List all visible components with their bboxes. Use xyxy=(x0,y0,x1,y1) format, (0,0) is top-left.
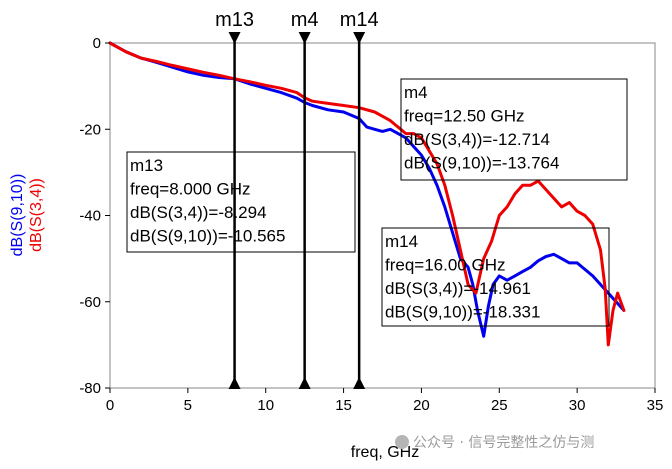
readout-line: dB(S(9,10))=-10.565 xyxy=(130,227,285,246)
marker-bottom-triangle[interactable] xyxy=(298,377,311,389)
readout-line: m13 xyxy=(130,156,163,175)
x-tick-label: 35 xyxy=(647,397,664,414)
y-tick-label: 0 xyxy=(93,35,101,52)
watermark: 公众号 · 信号完整性之仿与测 xyxy=(395,432,594,452)
x-tick-label: 20 xyxy=(413,397,430,414)
readout-line: freq=8.000 GHz xyxy=(130,180,251,199)
readout-frame xyxy=(400,78,628,181)
x-tick-label: 25 xyxy=(491,397,508,414)
marker-bottom-triangle[interactable] xyxy=(353,377,366,389)
readout-line: freq=16.00 GHz xyxy=(385,256,506,275)
x-tick-label: 5 xyxy=(184,397,192,414)
marker-label-m13: m13 xyxy=(215,9,254,31)
readout-box-m14[interactable]: m14 freq=16.00 GHz dB(S(3,4))=-14.961 dB(S(… xyxy=(381,227,610,327)
marker-top-triangle[interactable] xyxy=(353,32,366,44)
marker-label-m4: m4 xyxy=(291,9,319,31)
readout-line: m14 xyxy=(385,232,418,251)
marker-top-triangle[interactable] xyxy=(298,32,311,44)
y-tick-label: -20 xyxy=(79,121,101,138)
x-tick-label: 15 xyxy=(335,397,352,414)
y-axis-title-s34: dB(S(3,4)) xyxy=(28,178,45,252)
y-tick-label: -60 xyxy=(79,294,101,311)
readout-line: dB(S(3,4))=-8.294 xyxy=(130,203,267,222)
wechat-icon xyxy=(395,435,409,449)
marker-bottom-triangle[interactable] xyxy=(228,377,241,389)
readout-line: dB(S(9,10))=-18.331 xyxy=(385,303,540,322)
watermark-text: 公众号 · 信号完整性之仿与测 xyxy=(413,435,595,451)
readout-line: dB(S(9,10))=-13.764 xyxy=(404,154,559,173)
x-tick-label: 0 xyxy=(106,397,114,414)
readout-box-m4[interactable]: m4 freq=12.50 GHz dB(S(3,4))=-12.714 dB(S(9… xyxy=(400,78,628,181)
readout-line: dB(S(3,4))=-12.714 xyxy=(404,130,550,149)
readout-frame xyxy=(381,227,610,327)
y-axis-title-s910: dB(S(9,10)) xyxy=(9,174,26,257)
x-tick-label: 30 xyxy=(569,397,586,414)
readout-frame xyxy=(126,151,356,253)
readout-line: dB(S(3,4))=-14.961 xyxy=(385,279,531,298)
readout-line: freq=12.50 GHz xyxy=(404,107,525,126)
series-line-2 xyxy=(108,41,626,347)
marker-label-m14: m14 xyxy=(340,9,379,31)
x-tick-label: 10 xyxy=(257,397,274,414)
readout-box-m13[interactable]: m13 freq=8.000 GHz dB(S(3,4))=-8.294 dB(S(9… xyxy=(126,151,356,253)
marker-top-triangle[interactable] xyxy=(228,32,241,44)
y-tick-label: -80 xyxy=(79,380,101,397)
y-tick-label: -40 xyxy=(79,208,101,225)
readout-line: m4 xyxy=(404,83,428,102)
